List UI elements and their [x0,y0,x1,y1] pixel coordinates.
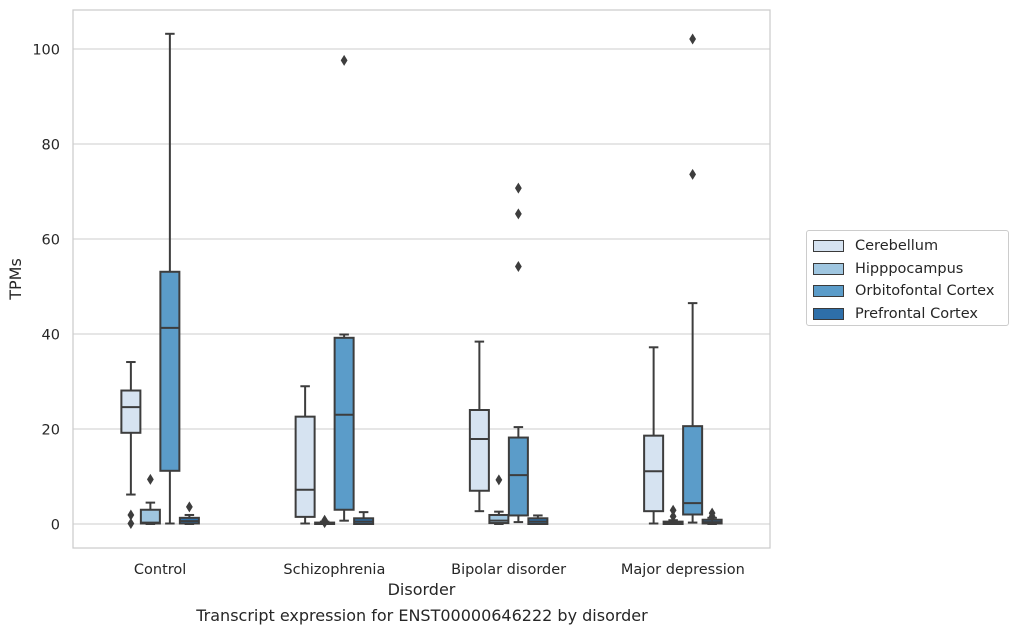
box-hipppocampus [314,514,336,529]
outlier-point [669,504,677,516]
y-axis-label: TPMs [6,258,25,301]
x-tick-label: Bipolar disorder [451,562,566,578]
outlier-point [514,182,522,194]
box-orbitofontal-cortex [507,182,529,524]
legend-swatch [813,262,844,275]
x-axis-label: Disorder [388,580,456,599]
box-iqr [139,508,161,525]
box-cerebellum [468,340,490,513]
legend-label: Hipppocampus [855,260,964,277]
box-iqr [488,513,510,525]
outlier-point [708,510,716,522]
box-hipppocampus [662,504,684,525]
box-prefrontal-cortex [701,507,723,525]
x-tick-label: Control [134,562,186,578]
outlier-point [146,473,154,485]
x-axis-ticks: Control Schizophrenia Bipolar disorder Majo… [134,562,745,578]
y-axis-ticks: 0 20 40 60 80 100 [32,43,60,534]
outlier-point [127,518,135,530]
box-cerebellum [294,385,316,525]
legend-swatch [813,308,844,321]
outlier-point [340,54,348,66]
y-tick-label: 40 [42,328,60,344]
box-iqr [468,409,490,492]
figure-caption: Transcript expression for ENST0000064622… [196,606,648,625]
legend-item: Hipppocampus [813,258,1008,281]
outlier-point [185,501,193,513]
outlier-point [495,474,503,486]
x-tick-label: Schizophrenia [283,562,385,578]
y-tick-label: 20 [42,423,60,439]
box-hipppocampus [139,473,161,525]
box-prefrontal-cortex [178,501,200,525]
box-cerebellum [643,346,665,525]
box-iqr [682,425,704,516]
box-cerebellum [120,361,142,530]
legend-swatch [813,285,844,298]
box-iqr [643,434,665,513]
box-prefrontal-cortex [527,514,549,525]
x-tick-label: Major depression [621,562,745,578]
box-orbitofontal-cortex [682,33,704,524]
legend-item: Orbitofontal Cortex [813,280,1008,303]
box-iqr [159,270,181,472]
chart-legend: Cerebellum Hipppocampus Orbitofontal Corte… [806,230,1009,326]
box-prefrontal-cortex [353,511,375,525]
plot-area-frame [72,9,771,549]
outlier-point [514,261,522,273]
outlier-point [689,168,697,180]
y-tick-label: 0 [51,518,60,534]
y-tick-label: 100 [32,43,60,59]
outlier-point [321,517,329,529]
y-tick-label: 80 [42,138,60,154]
box-hipppocampus [488,474,510,525]
legend-item: Cerebellum [813,235,1008,258]
box-iqr [333,336,355,511]
box-iqr [120,389,142,434]
outlier-point [669,510,677,522]
legend-label: Cerebellum [855,238,939,255]
box-iqr [507,436,529,517]
outlier-point [127,509,135,521]
legend-label: Prefrontal Cortex [855,306,978,323]
outlier-point [689,33,697,45]
y-tick-label: 60 [42,233,60,249]
box-iqr [294,415,316,518]
outlier-point [514,208,522,220]
legend-label: Orbitofontal Cortex [855,283,995,300]
legend-item: Prefrontal Cortex [813,303,1008,326]
boxes [120,32,723,530]
box-orbitofontal-cortex [159,32,181,525]
legend-swatch [813,240,844,253]
box-orbitofontal-cortex [333,54,355,522]
